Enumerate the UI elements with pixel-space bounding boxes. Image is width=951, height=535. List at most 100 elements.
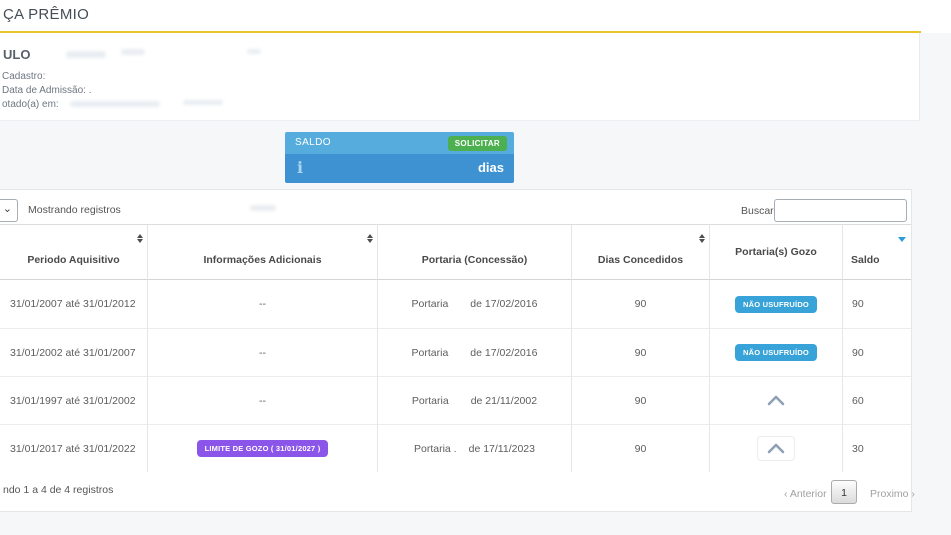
lotado-label: otado(a) em:	[2, 99, 59, 110]
sort-icon	[137, 234, 143, 243]
saldo-card-body: i dias	[285, 154, 514, 183]
title-bar	[0, 0, 951, 33]
saldo-cell: 30	[852, 442, 864, 455]
saldo-dias-label: dias	[477, 160, 504, 175]
redacted-text	[70, 101, 160, 107]
table-row: 90	[572, 328, 710, 376]
informacoes-cell: --	[259, 346, 266, 359]
portaria-cell: Portaria	[411, 394, 449, 407]
length-label: Mostrando registros	[28, 204, 121, 216]
table-row	[710, 424, 843, 472]
redacted-text	[66, 51, 106, 58]
table-row: 60	[843, 376, 911, 424]
redacted-text	[247, 49, 261, 54]
info-icon: i	[297, 158, 304, 177]
table-row: --	[148, 376, 378, 424]
search-label: Buscar:	[741, 205, 777, 217]
table-row: 31/01/2002 até 31/01/2007	[0, 328, 148, 376]
status-badge: NÃO USUFRUÍDO	[735, 344, 817, 361]
informacoes-cell: --	[259, 394, 266, 407]
column-header-portarias-gozo: Portaria(s) Gozo	[710, 224, 843, 280]
table-row: 31/01/2007 até 31/01/2012	[0, 280, 148, 328]
column-header-portaria-concessao: Portaria (Concessão)	[378, 224, 572, 280]
dias-concedidos-cell: 90	[634, 298, 647, 310]
table-row: Portaria de 21/11/2002	[378, 376, 572, 424]
records-count-info: ndo 1 a 4 de 4 registros	[3, 484, 114, 496]
sort-icon	[699, 234, 705, 243]
periodo-cell: 31/01/1997 até 31/01/2002	[10, 394, 136, 407]
limite-gozo-badge: LIMITE DE GOZO ( 31/01/2027 )	[196, 440, 329, 457]
expand-row-button[interactable]	[757, 436, 795, 461]
solicitar-button[interactable]: SOLICITAR	[447, 136, 507, 151]
table-row: Portaria de 17/02/2016	[378, 280, 572, 328]
sort-icon	[367, 234, 373, 243]
table-row: NÃO USUFRUÍDO	[710, 280, 843, 328]
saldo-cell: 90	[852, 346, 864, 359]
expand-row-button[interactable]	[767, 395, 785, 406]
saldo-card-header: SALDO SOLICITAR	[285, 132, 514, 154]
portaria-cell: Portaria	[411, 346, 449, 359]
saldo-cell: 60	[852, 394, 864, 407]
table-row: Portaria de 17/02/2016	[378, 328, 572, 376]
table-row: 90	[843, 280, 911, 328]
records-table: Periodo Aquisitivo Informações Adicionai…	[0, 224, 911, 472]
page-title: ÇA PRÊMIO	[3, 6, 90, 23]
portaria-data: de 17/11/2023	[468, 442, 535, 455]
user-info-card	[0, 33, 920, 121]
column-label: Dias Concedidos	[597, 254, 684, 266]
chevron-up-icon	[767, 395, 785, 406]
column-header-periodo-aquisitivo[interactable]: Periodo Aquisitivo	[0, 224, 148, 280]
column-label: Portaria (Concessão)	[421, 254, 528, 266]
table-row: 90	[572, 376, 710, 424]
dias-concedidos-cell: 90	[634, 394, 647, 407]
portaria-data: de 21/11/2002	[470, 394, 538, 407]
table-row: NÃO USUFRUÍDO	[710, 328, 843, 376]
user-name: ULO	[3, 47, 31, 62]
title-underline	[0, 31, 921, 33]
data-admissao-label: Data de Admissão: .	[2, 85, 92, 96]
page-length-select[interactable]: ⌄	[0, 199, 18, 222]
portaria-cell: Portaria	[411, 298, 449, 310]
redacted-text	[183, 100, 223, 105]
column-header-informacoes-adicionais[interactable]: Informações Adicionais	[148, 224, 378, 280]
pagination-previous-button[interactable]: ‹ Anterior	[778, 487, 833, 501]
table-row: --	[148, 328, 378, 376]
search-input[interactable]	[774, 199, 907, 222]
pagination-page-1-button[interactable]: 1	[831, 480, 857, 504]
saldo-title: SALDO	[295, 137, 331, 148]
table-row: --	[148, 280, 378, 328]
chevron-down-icon: ⌄	[2, 203, 12, 215]
sort-desc-icon	[898, 237, 906, 242]
column-label: Portaria(s) Gozo	[735, 246, 817, 258]
column-header-saldo[interactable]: Saldo	[843, 224, 911, 280]
status-badge: NÃO USUFRUÍDO	[735, 295, 817, 313]
periodo-cell: 31/01/2007 até 31/01/2012	[10, 298, 136, 310]
column-label: Saldo	[851, 254, 880, 266]
redacted-text	[250, 205, 276, 211]
column-header-dias-concedidos[interactable]: Dias Concedidos	[572, 224, 710, 280]
dias-concedidos-cell: 90	[634, 346, 647, 359]
periodo-cell: 31/01/2017 até 31/01/2022	[10, 442, 136, 455]
informacoes-cell: --	[259, 298, 266, 310]
chevron-up-icon	[767, 443, 785, 454]
table-row: 31/01/1997 até 31/01/2002	[0, 376, 148, 424]
column-label: Informações Adicionais	[203, 254, 322, 266]
table-row: Portaria . de 17/11/2023	[378, 424, 572, 472]
table-row	[710, 376, 843, 424]
periodo-cell: 31/01/2002 até 31/01/2007	[10, 346, 136, 359]
saldo-card: SALDO SOLICITAR i dias	[285, 132, 514, 183]
column-label: Periodo Aquisitivo	[27, 254, 120, 266]
redacted-text	[121, 49, 145, 55]
portaria-cell: Portaria .	[414, 442, 457, 455]
portaria-data: de 17/02/2016	[470, 298, 538, 310]
table-row: 90	[572, 280, 710, 328]
table-row: 90	[843, 328, 911, 376]
table-row: 30	[843, 424, 911, 472]
table-row: 90	[572, 424, 710, 472]
table-row: LIMITE DE GOZO ( 31/01/2027 )	[148, 424, 378, 472]
saldo-cell: 90	[852, 298, 864, 310]
dias-concedidos-cell: 90	[634, 442, 647, 455]
pagination-next-button[interactable]: Proximo ›	[864, 487, 921, 501]
table-row: 31/01/2017 até 31/01/2022	[0, 424, 148, 472]
